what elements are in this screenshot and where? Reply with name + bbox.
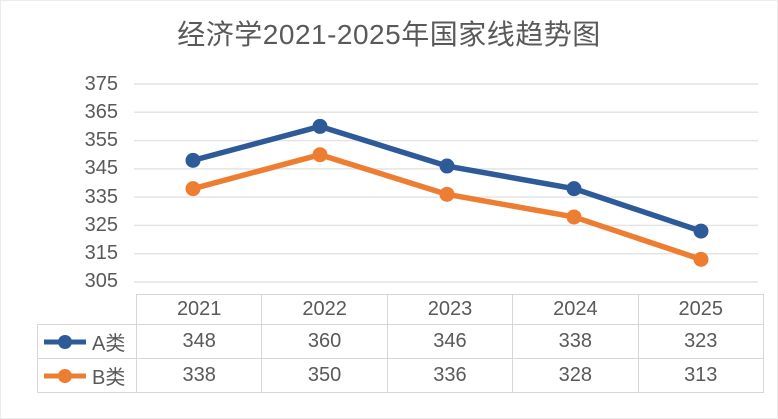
year-header-cell: 2025 xyxy=(637,294,764,325)
data-point-marker xyxy=(566,209,582,225)
data-table: 2021 2022 2023 2024 2025 A类 348 xyxy=(37,294,764,393)
series-b-line-marker-icon xyxy=(44,368,86,383)
value-cell: 338 xyxy=(135,358,263,393)
value-cell: 338 xyxy=(512,324,639,359)
data-point-marker xyxy=(185,181,201,197)
y-axis: 375 365 355 345 335 325 315 305 xyxy=(84,72,118,293)
series-line-0 xyxy=(190,123,704,234)
table-corner-cell xyxy=(38,295,137,325)
value-cell: 323 xyxy=(637,324,764,359)
value-cell: 336 xyxy=(386,358,514,393)
series-a-line-marker-icon xyxy=(44,334,86,349)
line-chart-plot-area xyxy=(134,83,758,283)
legend-cell-series-a: A类 xyxy=(37,324,137,359)
value-cell: 328 xyxy=(512,358,639,393)
chart-title: 经济学2021-2025年国家线趋势图 xyxy=(177,19,601,50)
year-header-cell: 2024 xyxy=(512,294,639,325)
data-point-marker xyxy=(693,223,709,239)
data-point-marker xyxy=(439,158,455,174)
series-a-label: A类 xyxy=(92,333,126,355)
table-row-series-b: B类 338 350 336 328 313 xyxy=(37,358,764,393)
value-cell: 346 xyxy=(386,324,514,359)
value-cell: 313 xyxy=(637,358,764,393)
data-point-marker xyxy=(312,147,328,163)
year-header-cell: 2023 xyxy=(386,294,514,325)
legend-cell-series-b: B类 xyxy=(37,358,137,393)
series-b-label: B类 xyxy=(92,367,126,389)
year-header-cell: 2022 xyxy=(261,294,388,325)
year-header-cell: 2021 xyxy=(135,294,263,325)
data-point-marker xyxy=(439,186,455,202)
table-row-series-a: A类 348 360 346 338 323 xyxy=(37,324,764,359)
value-cell: 350 xyxy=(261,358,388,393)
value-cell: 360 xyxy=(261,324,388,359)
data-point-marker xyxy=(566,181,582,197)
data-point-marker xyxy=(693,251,709,267)
value-cell: 348 xyxy=(135,324,263,359)
table-header-row: 2021 2022 2023 2024 2025 xyxy=(38,294,764,325)
data-point-marker xyxy=(312,118,328,134)
data-point-marker xyxy=(185,152,201,168)
